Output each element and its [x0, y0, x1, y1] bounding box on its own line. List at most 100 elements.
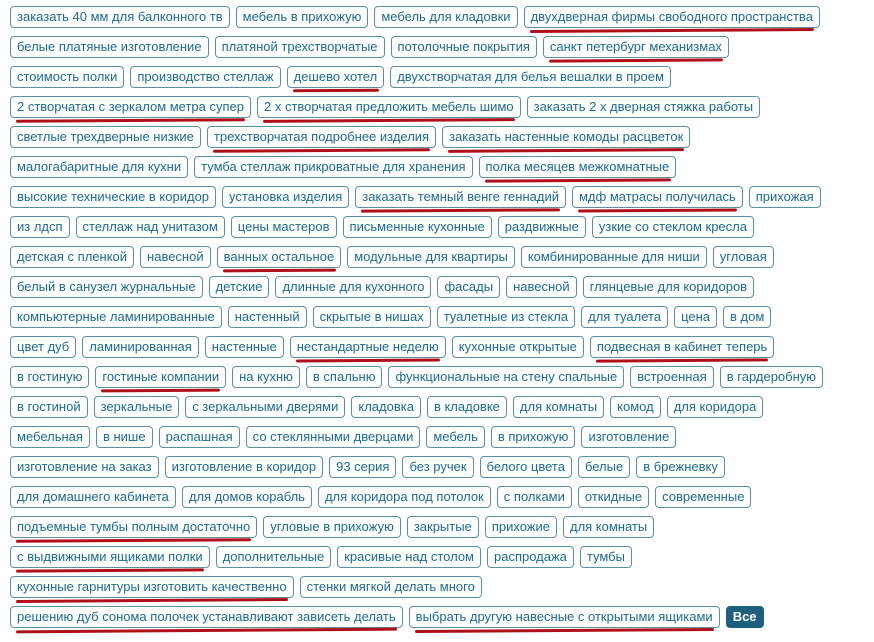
tag-link[interactable]: прихожая [748, 186, 821, 208]
tag-link[interactable]: 2 створчатая с зеркалом метра супер [10, 96, 251, 118]
tag-link[interactable]: малогабаритные для кухни [10, 156, 189, 178]
tag-link[interactable]: стоимость полки [10, 66, 125, 88]
tag-link[interactable]: детские [208, 276, 270, 298]
tag-link[interactable]: двухстворчатая для белья вешалки в проем [390, 66, 671, 88]
tag-link[interactable]: комбинированные для ниши [520, 246, 707, 268]
tag-link[interactable]: раздвижные [497, 216, 586, 238]
tag-link[interactable]: красивые над столом [337, 546, 481, 568]
tag-link[interactable]: фасады [437, 276, 501, 298]
tag-link[interactable]: в прихожую [490, 426, 576, 448]
tag-link[interactable]: из лдсп [10, 216, 70, 238]
tag-link[interactable]: ламинированная [82, 336, 199, 358]
tag-link[interactable]: для комнаты [562, 516, 655, 538]
tag-link[interactable]: тумба стеллаж прикроватные для хранения [194, 156, 473, 178]
tag-link[interactable]: в гостиную [10, 366, 90, 388]
tag-link[interactable]: настенный [227, 306, 307, 328]
tag-link[interactable]: в гостиной [10, 396, 88, 418]
tag-link[interactable]: установка изделия [222, 186, 350, 208]
tag-link[interactable]: компьютерные ламинированные [10, 306, 222, 328]
tag-link[interactable]: кухонные гарнитуры изготовить качественн… [10, 576, 294, 598]
tag-link[interactable]: гостиные компании [95, 366, 227, 388]
tag-link[interactable]: мебель для кладовки [374, 6, 518, 28]
tag-link[interactable]: мебельная [10, 426, 90, 448]
tag-link[interactable]: дополнительные [215, 546, 332, 568]
tag-link[interactable]: стенки мягкой делать много [299, 576, 482, 598]
tag-link[interactable]: с выдвижными ящиками полки [10, 546, 210, 568]
tag-link[interactable]: белый в санузел журнальные [10, 276, 203, 298]
tag-link[interactable]: подъемные тумбы полным достаточно [10, 516, 258, 538]
tag-link[interactable]: для домашнего кабинета [10, 486, 176, 508]
tag-link[interactable]: для коридора под потолок [317, 486, 491, 508]
tag-link[interactable]: решению дуб сонома полочек устанавливают… [10, 606, 403, 628]
tag-link[interactable]: для домов корабль [181, 486, 312, 508]
tag-link[interactable]: цена [674, 306, 718, 328]
tag-link[interactable]: выбрать другую навесные с открытыми ящик… [408, 606, 720, 628]
tag-link[interactable]: белые [577, 456, 631, 478]
tag-link[interactable]: 2 х створчатая предложить мебель шимо [257, 96, 521, 118]
tag-link[interactable]: белые платяные изготовление [10, 36, 209, 58]
tag-link[interactable]: настенные [204, 336, 284, 358]
tag-link[interactable]: трехстворчатая подробнее изделия [206, 126, 437, 148]
tag-link[interactable]: изготовление на заказ [10, 456, 159, 478]
tag-link[interactable]: мдф матрасы получилась [571, 186, 743, 208]
tag-link[interactable]: прихожие [484, 516, 557, 538]
tag-link[interactable]: откидные [577, 486, 650, 508]
tag-link[interactable]: для туалета [581, 306, 669, 328]
tag-link[interactable]: для комнаты [512, 396, 605, 418]
tag-link[interactable]: цены мастеров [230, 216, 337, 238]
tag-link[interactable]: распашная [158, 426, 240, 448]
tag-link[interactable]: встроенная [630, 366, 714, 388]
tag-link[interactable]: комод [610, 396, 661, 418]
tag-link[interactable]: навесной [140, 246, 211, 268]
tag-link[interactable]: в брежневку [636, 456, 725, 478]
tag-link[interactable]: заказать темный венге геннадий [355, 186, 566, 208]
tag-link[interactable]: цвет дуб [10, 336, 77, 358]
tag-link[interactable]: заказать 40 мм для балконного тв [10, 6, 230, 28]
tag-link[interactable]: санкт петербург механизмах [542, 36, 729, 58]
tag-link[interactable]: изготовление в коридор [164, 456, 324, 478]
tag-link[interactable]: узкие со стеклом кресла [591, 216, 754, 238]
tag-link[interactable]: платяной трехстворчатые [214, 36, 385, 58]
tag-link[interactable]: в кладовке [426, 396, 507, 418]
tag-link[interactable]: скрытые в нишах [312, 306, 431, 328]
tag-link[interactable]: ванных остальное [216, 246, 342, 268]
tag-link[interactable]: мебель в прихожую [235, 6, 369, 28]
tag-link[interactable]: с полками [496, 486, 572, 508]
tag-link[interactable]: белого цвета [479, 456, 572, 478]
tag-link[interactable]: тумбы [579, 546, 632, 568]
tag-link[interactable]: светлые трехдверные низкие [10, 126, 201, 148]
tag-link[interactable]: глянцевые для коридоров [582, 276, 755, 298]
tag-link[interactable]: в нише [95, 426, 153, 448]
tag-link[interactable]: зеркальные [93, 396, 180, 418]
tag-link[interactable]: закрытые [406, 516, 479, 538]
tag-link[interactable]: 93 серия [329, 456, 397, 478]
show-all-button[interactable]: Все [725, 606, 764, 628]
tag-link[interactable]: кухонные открытые [451, 336, 584, 358]
tag-link[interactable]: высокие технические в коридор [10, 186, 217, 208]
tag-link[interactable]: нестандартные неделю [289, 336, 446, 358]
tag-link[interactable]: с зеркальными дверями [185, 396, 346, 418]
tag-link[interactable]: мебель [426, 426, 485, 448]
tag-link[interactable]: угловая [712, 246, 774, 268]
tag-link[interactable]: со стеклянными дверцами [245, 426, 421, 448]
tag-link[interactable]: письменные кухонные [342, 216, 492, 238]
tag-link[interactable]: распродажа [487, 546, 574, 568]
tag-link[interactable]: туалетные из стекла [436, 306, 576, 328]
tag-link[interactable]: для коридора [666, 396, 764, 418]
tag-link[interactable]: современные [655, 486, 752, 508]
tag-link[interactable]: заказать 2 х дверная стяжка работы [526, 96, 761, 118]
tag-link[interactable]: навесной [506, 276, 577, 298]
tag-link[interactable]: потолочные покрытия [390, 36, 537, 58]
tag-link[interactable]: в спальню [305, 366, 383, 388]
tag-link[interactable]: подвесная в кабинет теперь [589, 336, 775, 358]
tag-link[interactable]: длинные для кухонного [275, 276, 432, 298]
tag-link[interactable]: в дом [723, 306, 772, 328]
tag-link[interactable]: двухдверная фирмы свободного пространств… [523, 6, 820, 28]
tag-link[interactable]: модульные для квартиры [347, 246, 515, 268]
tag-link[interactable]: полка месяцев межкомнатные [478, 156, 677, 178]
tag-link[interactable]: стеллаж над унитазом [75, 216, 225, 238]
tag-link[interactable]: в гардеробную [719, 366, 824, 388]
tag-link[interactable]: дешево хотел [286, 66, 385, 88]
tag-link[interactable]: детская с пленкой [10, 246, 135, 268]
tag-link[interactable]: без ручек [402, 456, 474, 478]
